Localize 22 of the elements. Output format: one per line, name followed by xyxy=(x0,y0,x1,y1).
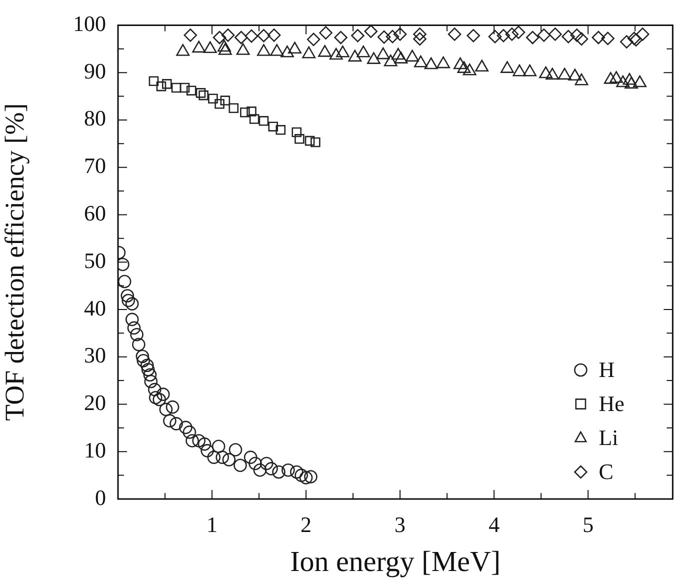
x-axis-title: Ion energy [MeV] xyxy=(290,546,501,578)
y-tick-label: 0 xyxy=(95,484,106,510)
x-tick-label: 4 xyxy=(488,512,500,537)
legend-label: Li xyxy=(598,424,618,450)
legend-label: He xyxy=(598,390,624,416)
y-axis-title: TOF detection efficiency [%] xyxy=(0,103,30,421)
y-tick-label: 100 xyxy=(73,10,106,36)
y-tick-label: 60 xyxy=(84,200,106,226)
x-tick-label: 3 xyxy=(394,512,406,537)
y-tick-label: 90 xyxy=(84,58,106,84)
x-tick-label: 1 xyxy=(206,512,218,537)
y-tick-label: 50 xyxy=(84,248,106,273)
y-tick-label: 70 xyxy=(84,153,106,178)
y-tick-label: 10 xyxy=(84,437,106,462)
y-tick-label: 80 xyxy=(84,106,106,131)
y-tick-label: 30 xyxy=(84,342,106,368)
y-tick-label: 20 xyxy=(84,390,106,416)
legend-label: H xyxy=(598,356,615,382)
x-tick-label: 5 xyxy=(582,512,594,537)
legend-label: C xyxy=(598,458,614,484)
x-tick-label: 2 xyxy=(300,512,312,537)
y-tick-label: 40 xyxy=(84,295,106,320)
